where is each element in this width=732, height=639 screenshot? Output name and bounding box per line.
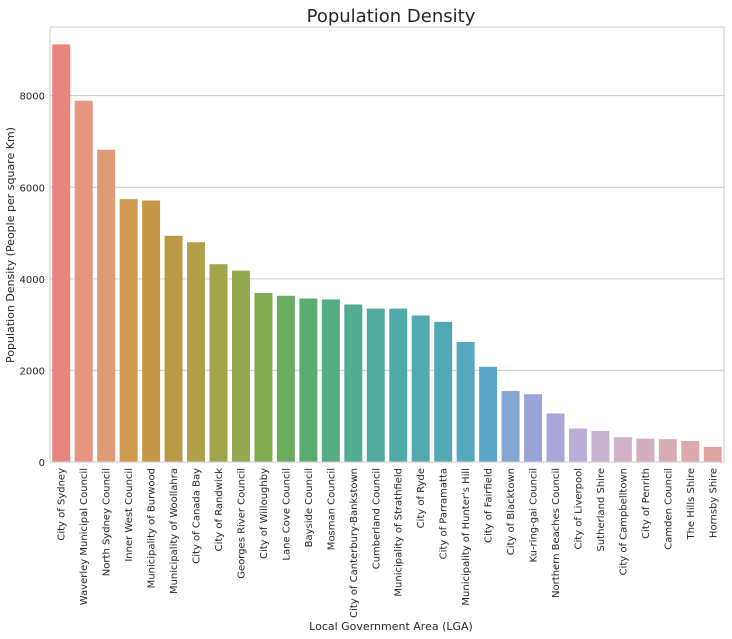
bar	[546, 413, 565, 462]
chart-title: Population Density	[307, 6, 476, 27]
x-tick-label: Bayside Council	[304, 468, 315, 547]
x-tick-label: City of Liverpool	[573, 468, 584, 550]
x-axis-label: Local Government Area (LGA)	[309, 620, 473, 633]
x-tick-label: City of Campbelltown	[618, 468, 629, 575]
bar	[411, 315, 430, 462]
x-tick-label: Municipality of Burwood	[147, 468, 158, 588]
bar	[703, 446, 722, 462]
x-tick-label: Mosman Council	[326, 468, 337, 550]
bar	[568, 428, 587, 462]
bar	[591, 430, 610, 462]
x-tick-label: Waverley Municipal Council	[79, 468, 90, 605]
bar	[344, 304, 363, 462]
bar	[119, 199, 138, 462]
x-tick-label: City of Canterbury-Bankstown	[349, 468, 360, 618]
x-tick-label: City of Ryde	[416, 468, 427, 528]
bar	[52, 44, 71, 463]
bar	[613, 437, 632, 462]
x-tick-label: Municipality of Strathfield	[394, 468, 405, 597]
bar	[389, 308, 408, 462]
bars	[52, 44, 722, 463]
bar	[209, 264, 228, 462]
y-axis-label: Population Density (People per square Km…	[4, 127, 17, 363]
bar	[366, 308, 385, 462]
x-tick-label: Municipality of Woollahra	[169, 468, 180, 594]
plot-frame	[49, 26, 725, 463]
bar	[97, 149, 116, 462]
x-axis-ticks: City of Sydney Waverley Municipal Council…	[57, 468, 720, 618]
x-tick-label: City of Randwick	[214, 468, 225, 552]
bar	[681, 440, 700, 462]
x-tick-label: City of Willoughby	[259, 468, 270, 559]
x-tick-label: Cumberland Council	[371, 468, 382, 569]
x-tick-label: Lane Cove Council	[281, 468, 292, 561]
bar	[524, 394, 543, 462]
bar	[636, 438, 655, 462]
y-tick-label: 0	[39, 458, 45, 469]
x-tick-label: Municipality of Hunter's Hill	[461, 468, 472, 606]
x-tick-label: Georges River Council	[236, 468, 247, 579]
x-tick-label: City of Canada Bay	[192, 468, 203, 564]
bar	[231, 270, 250, 462]
bar	[479, 366, 498, 462]
x-tick-label: Ku-ring-gai Council	[529, 468, 540, 562]
bar	[434, 321, 453, 462]
x-tick-label: City of Blacktown	[506, 468, 517, 555]
y-tick-label: 2000	[20, 366, 45, 377]
x-tick-label: The Hills Shire	[686, 468, 697, 541]
y-tick-label: 8000	[20, 92, 45, 103]
x-tick-label: City of Fairfield	[484, 468, 495, 543]
y-tick-label: 6000	[20, 183, 45, 194]
bar	[142, 200, 161, 462]
y-axis-ticks: 0 2000 4000 6000 8000	[20, 92, 45, 469]
x-tick-label: City of Penrith	[641, 468, 652, 539]
bar	[164, 235, 183, 462]
x-tick-label: City of Sydney	[57, 468, 68, 541]
x-tick-label: Inner West Council	[124, 468, 135, 562]
x-tick-label: Sutherland Shire	[596, 468, 607, 552]
bar	[276, 295, 295, 462]
bar	[456, 342, 475, 462]
x-tick-label: Hornsby Shire	[708, 468, 719, 538]
x-tick-label: City of Parramatta	[439, 468, 450, 559]
bar	[187, 242, 206, 462]
bar	[254, 293, 273, 462]
x-tick-label: Camden Council	[663, 468, 674, 550]
y-tick-label: 4000	[20, 275, 45, 286]
bar	[658, 439, 677, 462]
x-tick-label: Northern Beaches Council	[551, 468, 562, 598]
bar	[501, 391, 520, 462]
x-tick-label: North Sydney Council	[102, 468, 113, 576]
bar	[321, 299, 340, 462]
bar	[74, 100, 93, 462]
bar	[299, 298, 318, 462]
